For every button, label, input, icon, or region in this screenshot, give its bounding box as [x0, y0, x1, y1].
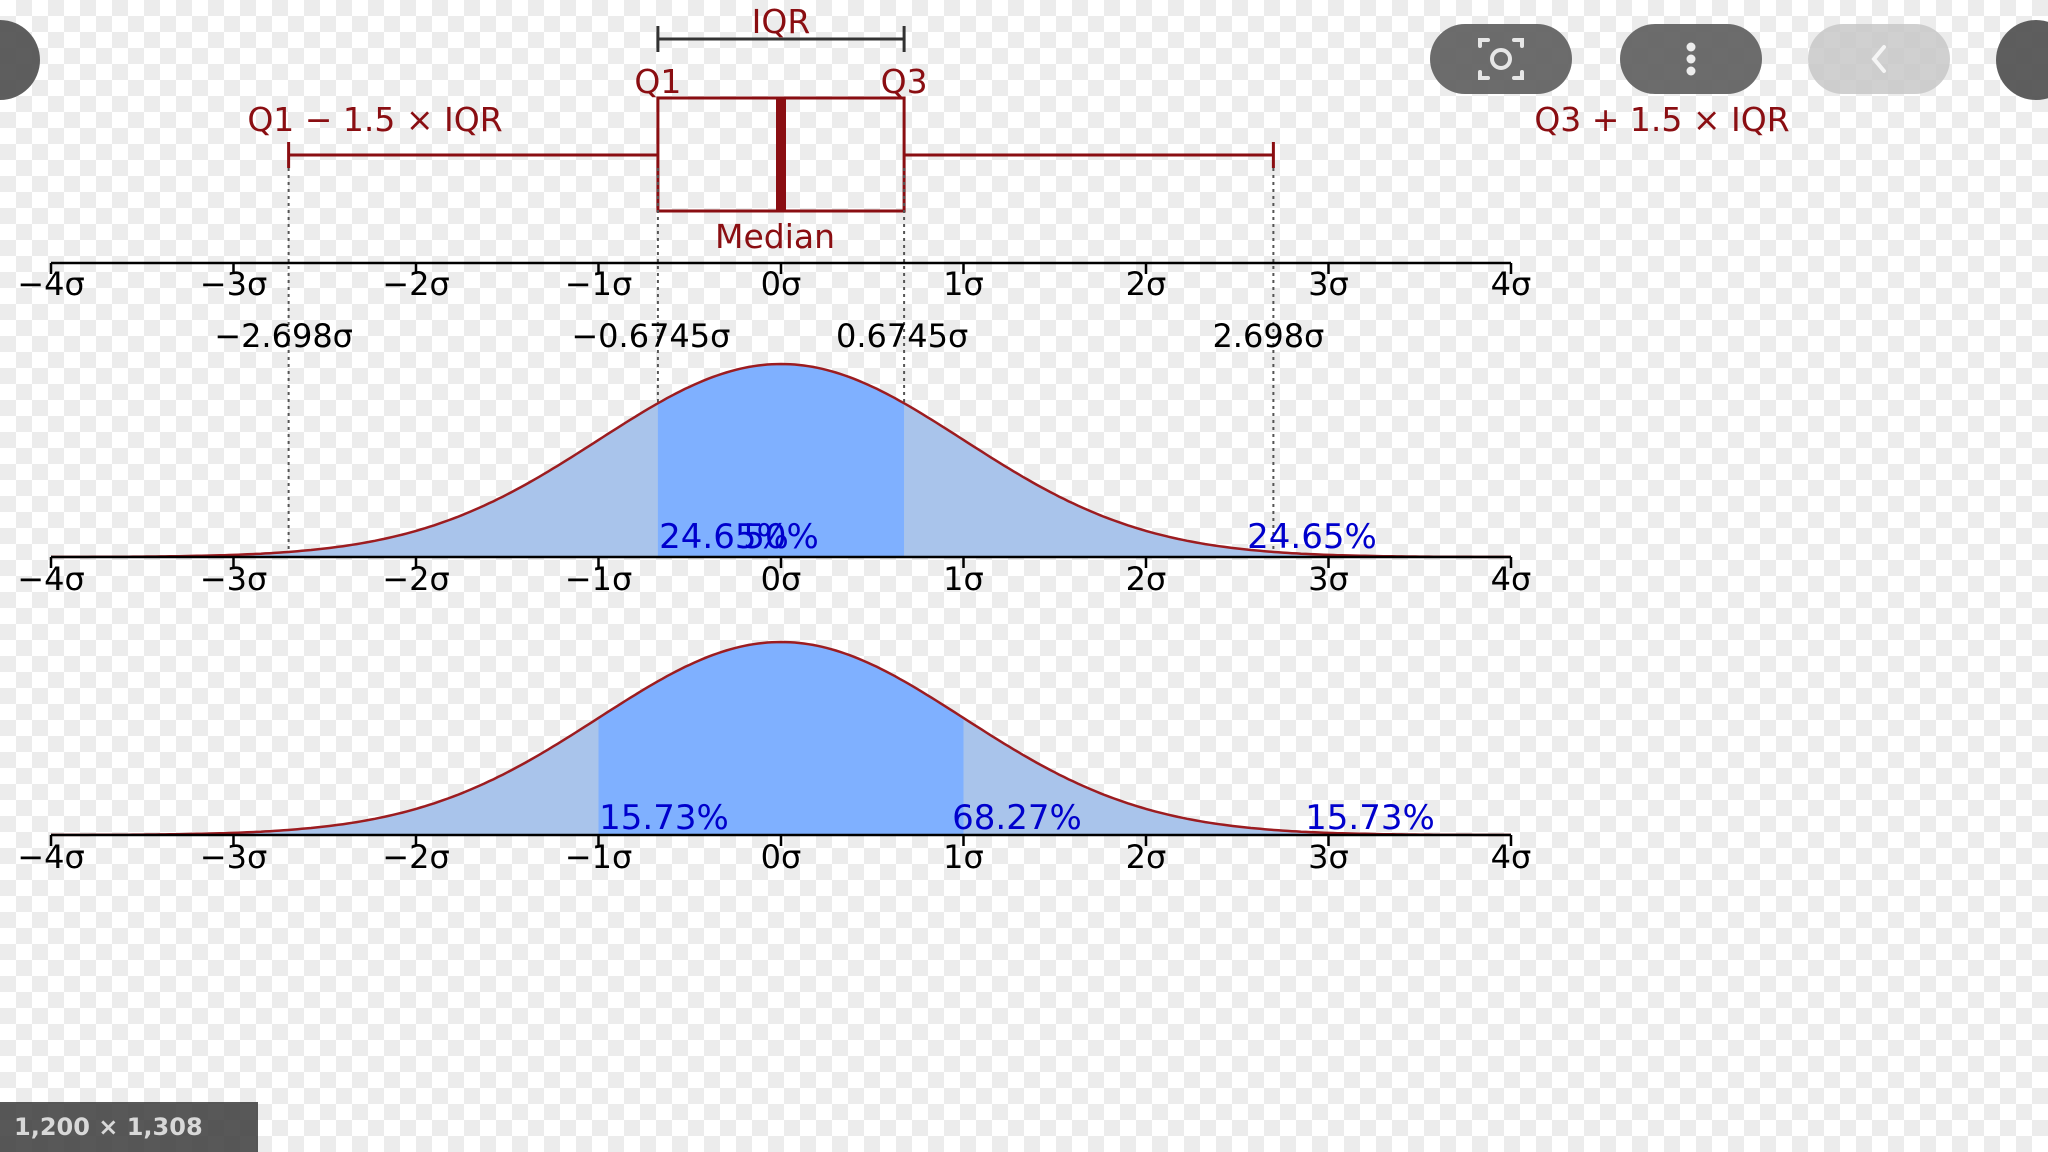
q3-label: Q3 — [881, 62, 928, 101]
lower-fence-label: Q1 − 1.5 × IQR — [247, 100, 502, 139]
distribution-region — [598, 642, 964, 835]
distribution-region — [904, 403, 1274, 557]
x-tick-label: 0σ — [761, 265, 802, 303]
lens-icon — [1478, 38, 1524, 80]
sigma-axes: −4σ −3σ −2σ −1σ 0σ 1σ 2σ 3σ 4σ −4σ −3σ −2σ −1σ 0σ 1σ 2σ… — [17, 261, 1532, 876]
x-tick-label: 3σ — [1308, 838, 1349, 876]
iqr-label: IQR — [752, 2, 811, 41]
x-tick-label: 4σ — [1491, 838, 1532, 876]
region-percent-label: 15.73% — [599, 798, 729, 838]
q1-label: Q1 — [634, 62, 681, 101]
x-tick-label: −1σ — [565, 560, 632, 598]
distribution-panel-sigma: 15.73% 68.27% 15.73% — [51, 640, 1511, 838]
boundary-guides: −2.698σ −0.6745σ 0.6745σ 2.698σ — [214, 168, 1324, 557]
x-tick-label: 2σ — [1126, 265, 1167, 303]
x-tick-label: 1σ — [943, 265, 984, 303]
x-tick-label: −4σ — [17, 838, 84, 876]
normal-curve — [51, 362, 1511, 559]
x-tick-label: −1σ — [565, 265, 632, 303]
x-tick-label: −2σ — [382, 265, 449, 303]
x-tick-label: −1σ — [565, 838, 632, 876]
normal-curve — [51, 640, 1511, 837]
region-percent-label: 24.65% — [659, 517, 789, 557]
x-tick-label: −3σ — [200, 560, 267, 598]
distribution-panel-iqr: 24.65%50% 24.65% — [51, 362, 1511, 559]
x-tick-label: 3σ — [1308, 265, 1349, 303]
boundary-sigma-label: 0.6745σ — [836, 317, 968, 355]
distribution-region — [288, 403, 658, 557]
region-percent-label: 68.27% — [952, 798, 1082, 838]
x-tick-label: 2σ — [1126, 560, 1167, 598]
image-dimensions-badge: 1,200 × 1,308 — [0, 1102, 258, 1152]
x-tick-label: 0σ — [761, 560, 802, 598]
boxplot-panel: IQR Q1 Q3 Q1 − 1.5 × IQR Q3 + 1.5 × IQR … — [247, 2, 1789, 256]
x-tick-label: 4σ — [1491, 560, 1532, 598]
more-vertical-icon — [1686, 42, 1696, 76]
x-tick-label: 1σ — [943, 838, 984, 876]
median-label: Median — [715, 217, 835, 256]
x-tick-label: 0σ — [761, 838, 802, 876]
upper-fence-label: Q3 + 1.5 × IQR — [1534, 100, 1789, 139]
region-percent-label: 15.73% — [1305, 798, 1435, 838]
x-tick-label: −3σ — [200, 838, 267, 876]
x-tick-label: −4σ — [17, 265, 84, 303]
boundary-sigma-label: −2.698σ — [214, 317, 353, 355]
lens-button[interactable] — [1430, 24, 1572, 94]
region-percent-label: 24.65% — [1247, 517, 1377, 557]
x-tick-label: −2σ — [382, 838, 449, 876]
x-tick-label: 1σ — [943, 560, 984, 598]
x-tick-label: 4σ — [1491, 265, 1532, 303]
chevron-left-icon — [1871, 45, 1886, 73]
x-tick-label: 3σ — [1308, 560, 1349, 598]
more-options-button[interactable] — [1620, 24, 1762, 94]
x-tick-label: −2σ — [382, 560, 449, 598]
x-tick-label: 2σ — [1126, 838, 1167, 876]
distribution-region — [657, 364, 905, 557]
back-button[interactable] — [1808, 24, 1950, 94]
boundary-sigma-label: −0.6745σ — [571, 317, 730, 355]
x-tick-label: −3σ — [200, 265, 267, 303]
x-tick-label: −4σ — [17, 560, 84, 598]
region-percent-label: 50% — [743, 517, 819, 557]
boundary-sigma-label: 2.698σ — [1212, 317, 1324, 355]
